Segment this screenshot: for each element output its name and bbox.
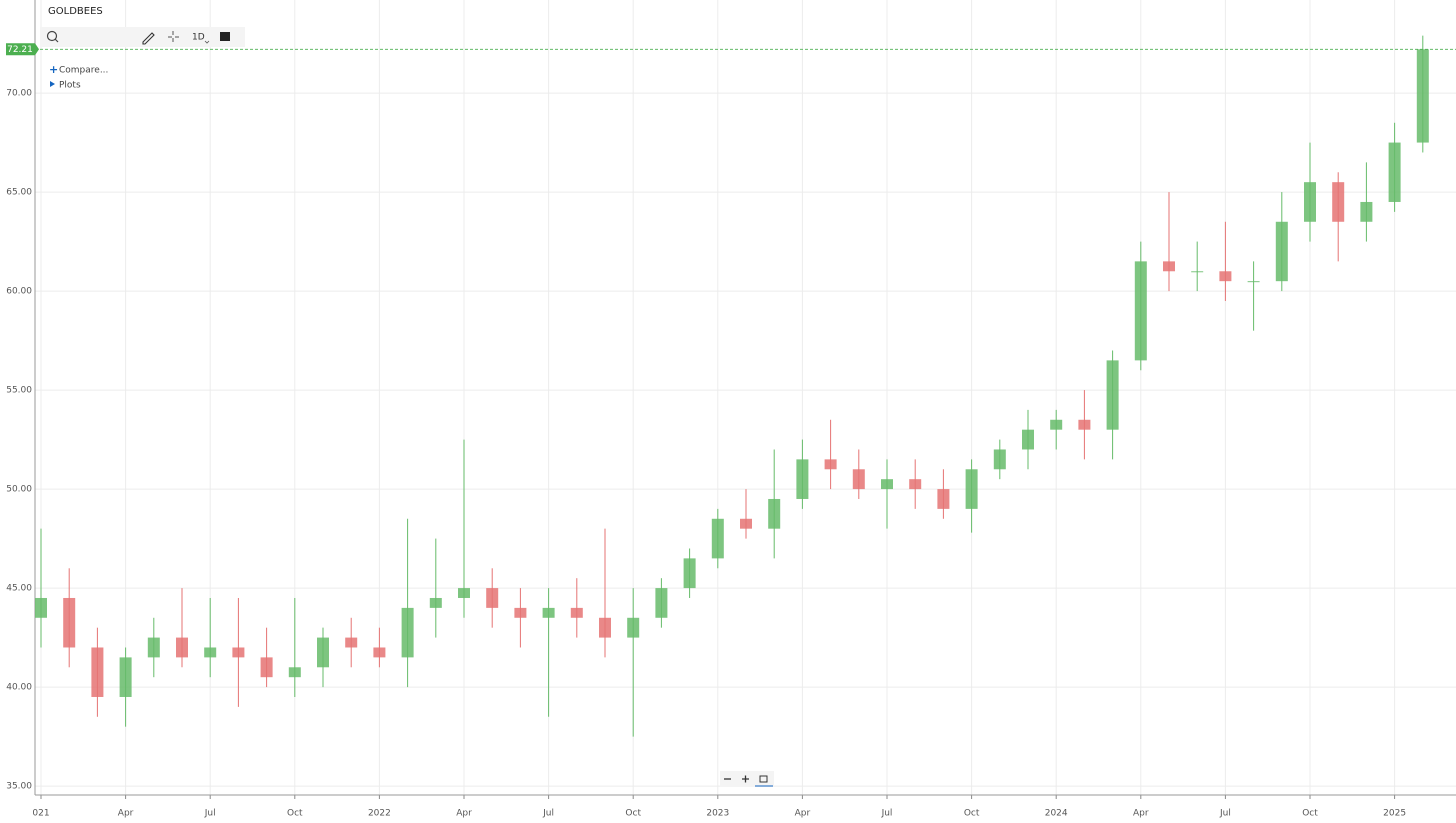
candle-body: [711, 518, 724, 559]
y-tick-label: 65.00: [6, 188, 32, 198]
candle-body: [881, 479, 893, 490]
search-icon-handle: [54, 38, 59, 43]
candle-body: [1304, 182, 1316, 222]
candle-body: [655, 588, 668, 618]
candle-body: [1022, 429, 1034, 450]
candle-body: [683, 558, 696, 589]
candle-body: [429, 597, 442, 608]
candle-body: [1050, 419, 1063, 430]
last-price-label: 72.21: [7, 45, 33, 55]
x-tick-label: Apr: [1133, 809, 1149, 819]
x-tick-label: Jul: [542, 809, 554, 819]
candle-body: [570, 607, 583, 618]
x-tick-label: Apr: [118, 809, 134, 819]
x-tick-label: 2022: [368, 809, 391, 819]
y-tick-label: 55.00: [6, 386, 32, 396]
candle-body: [1078, 419, 1091, 430]
compare-plus: +: [49, 63, 58, 76]
x-tick-label: 021: [32, 809, 49, 819]
candle-body: [1360, 201, 1373, 222]
search-icon[interactable]: [46, 30, 58, 42]
candle-body: [768, 498, 781, 529]
candle-body: [796, 459, 809, 499]
chart-title: GOLDBEES: [48, 6, 103, 17]
candle-body: [1191, 271, 1204, 273]
x-tick-label: Apr: [795, 809, 811, 819]
x-tick-label: Oct: [964, 809, 980, 819]
y-tick-label: 35.00: [6, 782, 32, 792]
candle-body: [1163, 261, 1175, 272]
x-tick-label: Oct: [287, 809, 303, 819]
toolbar: [40, 27, 245, 47]
candle-body: [345, 637, 358, 648]
x-tick-label: Jul: [1219, 809, 1231, 819]
candle-body: [373, 647, 386, 658]
candle-body: [542, 607, 555, 618]
candle-body: [317, 637, 329, 668]
candle-body: [1219, 271, 1232, 282]
fit-button[interactable]: [759, 775, 768, 783]
candle-body: [147, 637, 160, 658]
candle-body: [599, 617, 611, 638]
candle-body: [260, 657, 273, 678]
candle-body: [937, 489, 950, 509]
x-tick-label: 2024: [1045, 809, 1068, 819]
plots-arrow: [50, 81, 55, 87]
candle-body: [119, 657, 132, 697]
candle-body: [1332, 182, 1345, 222]
table-icon[interactable]: [220, 32, 230, 41]
candle-body: [458, 588, 470, 598]
candle-body: [232, 647, 245, 658]
y-tick-label: 40.00: [6, 683, 32, 693]
last-price-tag: [6, 43, 39, 56]
candle-body: [514, 607, 527, 618]
x-tick-label: Oct: [625, 809, 641, 819]
candle-body: [1275, 221, 1288, 282]
crosshair-icon[interactable]: [168, 31, 179, 42]
y-tick-label: 70.00: [6, 89, 32, 99]
x-tick-label: Jul: [204, 809, 216, 819]
interval[interactable]: 1D: [192, 33, 205, 43]
candle-body: [288, 667, 301, 678]
candle-body: [1134, 261, 1147, 361]
candle-body: [176, 637, 188, 658]
candle-body: [1106, 360, 1119, 430]
y-tick-label: 45.00: [6, 584, 32, 594]
candle-body: [965, 469, 978, 509]
x-tick-label: Oct: [1302, 809, 1318, 819]
candle-body: [1247, 281, 1260, 283]
candle-body: [1416, 49, 1429, 143]
plots-link[interactable]: Plots: [59, 81, 81, 91]
x-tick-label: Apr: [456, 809, 472, 819]
candle-body: [740, 518, 752, 529]
draw-icon[interactable]: [142, 32, 155, 45]
zoom-in[interactable]: [742, 775, 749, 783]
y-tick-label: 60.00: [6, 287, 32, 297]
x-tick-label: 2025: [1383, 809, 1406, 819]
zoom-controls: [720, 771, 774, 787]
candle-body: [35, 597, 47, 618]
candle-body: [824, 459, 837, 470]
y-tick-label: 50.00: [6, 485, 32, 495]
candle-body: [486, 588, 499, 608]
candle-body: [1388, 142, 1401, 202]
candle-body: [909, 479, 922, 490]
compare-link[interactable]: Compare...: [59, 66, 108, 76]
candle-body: [91, 647, 104, 697]
candle-body: [63, 597, 76, 648]
candle-body: [401, 607, 414, 658]
candle-body: [993, 449, 1006, 470]
candle-body: [627, 617, 640, 638]
candle-body: [852, 469, 865, 490]
interval-caret: [204, 40, 210, 44]
x-tick-label: 2023: [706, 809, 729, 819]
candle-body: [204, 647, 217, 658]
x-tick-label: Jul: [881, 809, 893, 819]
